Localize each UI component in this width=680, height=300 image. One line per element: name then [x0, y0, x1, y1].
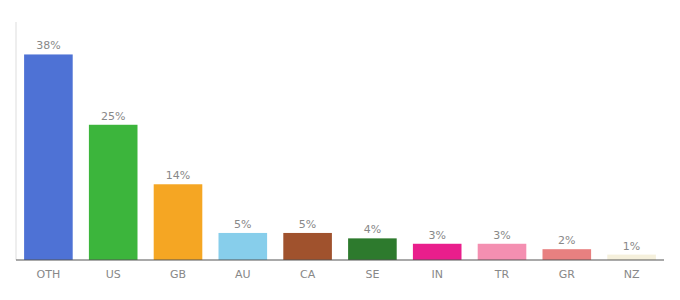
data-label: 38%: [36, 39, 60, 52]
x-tick-label: CA: [300, 268, 316, 281]
data-label: 3%: [493, 229, 510, 242]
bar: [154, 184, 203, 260]
data-label: 5%: [234, 218, 251, 231]
chart-container: 38% 25% 14% 5% 5% 4% 3% 3% 2% 1% OTH US GB AU CA SE IN TR…: [0, 0, 680, 300]
bar: [24, 54, 73, 260]
data-label: 25%: [101, 110, 125, 123]
x-tick-label: TR: [494, 268, 510, 281]
bar: [219, 233, 268, 260]
x-tick-label: SE: [365, 268, 379, 281]
x-tick-label: GR: [559, 268, 576, 281]
bar: [478, 244, 527, 260]
data-label: 2%: [558, 234, 575, 247]
bar: [543, 249, 592, 260]
bar: [283, 233, 332, 260]
x-tick-label: AU: [235, 268, 251, 281]
x-axis-line: [16, 259, 664, 260]
bar: [607, 255, 656, 260]
x-tick-label: NZ: [624, 268, 640, 281]
bar: [413, 244, 462, 260]
bar: [89, 125, 138, 260]
page: {"chart_data": {"type": "bar", "categori…: [0, 0, 680, 300]
data-label: 5%: [299, 218, 316, 231]
x-tick-label: US: [106, 268, 121, 281]
bar: [348, 238, 397, 260]
data-label: 3%: [428, 229, 445, 242]
x-tick-label: IN: [431, 268, 442, 281]
data-label: 14%: [166, 169, 190, 182]
x-tick-labels: OTH US GB AU CA SE IN TR GR NZ: [37, 268, 640, 281]
bars: [24, 54, 656, 260]
y-axis-line: [16, 22, 17, 260]
data-labels: 38% 25% 14% 5% 5% 4% 3% 3% 2% 1%: [36, 39, 640, 252]
data-label: 1%: [623, 240, 640, 253]
data-label: 4%: [364, 223, 381, 236]
x-tick-label: GB: [170, 268, 186, 281]
x-tick-label: OTH: [37, 268, 61, 281]
chart: 38% 25% 14% 5% 5% 4% 3% 3% 2% 1% OTH US GB AU CA SE IN TR…: [0, 0, 680, 300]
